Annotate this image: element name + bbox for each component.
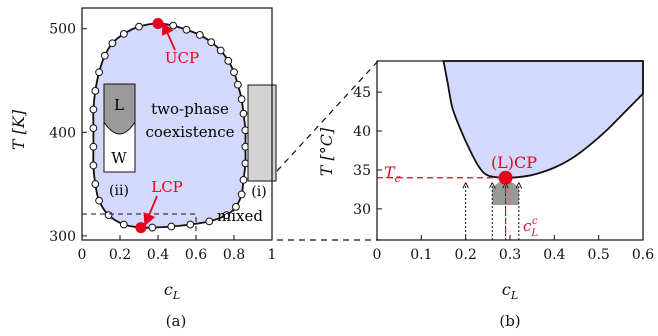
boundary-point bbox=[148, 223, 157, 232]
boundary-point bbox=[239, 109, 248, 118]
panel-a: L W (ii) (i) two-phase coexistence mixed… bbox=[9, 7, 277, 330]
boundary-point bbox=[222, 211, 231, 220]
critical-point-marker bbox=[498, 170, 513, 185]
y-tick-label: 45 bbox=[353, 85, 371, 101]
panel-a-ylabel: T [K] bbox=[9, 109, 28, 150]
mixed-label: mixed bbox=[217, 207, 263, 225]
boundary-point bbox=[167, 222, 176, 231]
boundary-point bbox=[186, 220, 195, 229]
ucp-arrow bbox=[161, 21, 176, 51]
y-tick-label: 500 bbox=[49, 22, 76, 38]
x-tick-label: 0.6 bbox=[632, 247, 654, 263]
coexistence-region-zoom bbox=[442, 60, 644, 179]
panel-b-ylabel: T [°C] bbox=[317, 127, 336, 176]
boundary-point bbox=[95, 68, 103, 77]
boundary-point bbox=[89, 142, 98, 151]
boundary-point bbox=[216, 46, 225, 55]
boundary-point bbox=[89, 124, 98, 133]
x-tick-label: 0.2 bbox=[455, 247, 477, 263]
boundary-point bbox=[95, 196, 103, 205]
boundary-point bbox=[237, 95, 246, 104]
boundary-point bbox=[230, 68, 238, 77]
inset-ii-label: (ii) bbox=[109, 183, 129, 199]
boundary-point bbox=[135, 22, 143, 31]
boundary-point bbox=[237, 190, 246, 199]
y-tick-label: 40 bbox=[353, 124, 371, 140]
boundary-point bbox=[100, 51, 109, 60]
inset-i-label: (i) bbox=[251, 184, 266, 200]
critical-point-label: (L)CP bbox=[491, 153, 537, 172]
y-tick-label: 30 bbox=[353, 202, 371, 218]
region-label-line2: coexistence bbox=[145, 123, 234, 141]
x-tick-label: 0.1 bbox=[410, 247, 432, 263]
x-tick-label: 0 bbox=[373, 247, 382, 263]
tc-label: Tc bbox=[384, 163, 401, 185]
ucp-marker bbox=[152, 18, 164, 30]
ucp-label: UCP bbox=[165, 49, 199, 67]
boundary-point bbox=[119, 220, 128, 229]
y-tick-label: 400 bbox=[49, 125, 76, 141]
phase-L-label: L bbox=[114, 96, 124, 114]
boundary-point bbox=[119, 29, 128, 38]
zoom-box bbox=[81, 213, 197, 241]
zoom-connector-top bbox=[276, 60, 379, 172]
panel-a-xlabel: cL bbox=[164, 280, 180, 302]
boundary-point bbox=[91, 180, 100, 188]
boundary-point bbox=[205, 217, 214, 226]
panel-a-frame bbox=[81, 7, 273, 241]
x-tick-label: 0.3 bbox=[499, 247, 521, 263]
x-tick-label: 0.4 bbox=[543, 247, 565, 263]
panel-b-xlabel: cL bbox=[502, 280, 518, 302]
boundary-point bbox=[108, 39, 117, 48]
x-tick-label: 0.4 bbox=[147, 247, 169, 263]
y-tick-label: 300 bbox=[49, 229, 76, 245]
boundary-point bbox=[233, 80, 242, 89]
clc-label: cLc bbox=[523, 216, 538, 239]
boundary-point bbox=[104, 211, 113, 220]
inset-ii-image: L W bbox=[103, 83, 136, 173]
boundary-markers bbox=[89, 21, 250, 232]
panel-a-caption: (a) bbox=[166, 312, 187, 330]
y-tick-label: 35 bbox=[353, 163, 371, 179]
x-tick-label: 0.6 bbox=[185, 247, 207, 263]
boundary-point bbox=[91, 86, 100, 95]
inset-i-image bbox=[247, 84, 277, 182]
x-tick-label: 0.5 bbox=[588, 247, 610, 263]
phase-W-label: W bbox=[111, 149, 127, 167]
boundary-point bbox=[89, 105, 98, 114]
panel-a-ticks: 0 0.2 0.4 0.6 0.8 1 300 400 500 bbox=[49, 22, 276, 263]
boundary-point bbox=[207, 38, 216, 47]
region-label-line1: two-phase bbox=[151, 100, 229, 118]
boundary-point bbox=[195, 31, 204, 39]
panel-b-caption: (b) bbox=[499, 312, 520, 330]
panel-b: (L)CP Tc cLc 0 0.1 0.2 0.3 0.4 0.5 0.6 30 35 40 45… bbox=[317, 60, 654, 330]
boundary-point bbox=[224, 56, 233, 65]
boundary-point bbox=[232, 202, 240, 211]
boundary-point bbox=[239, 176, 248, 184]
x-tick-label: 0.8 bbox=[223, 247, 245, 263]
x-tick-label: 0.2 bbox=[109, 247, 131, 263]
panel-b-ticks: 0 0.1 0.2 0.3 0.4 0.5 0.6 30 35 40 45 bbox=[353, 85, 654, 263]
boundary-point bbox=[169, 21, 178, 30]
x-tick-label: 1 bbox=[268, 247, 277, 263]
lcp-label: LCP bbox=[151, 178, 183, 196]
x-tick-label: 0 bbox=[78, 247, 87, 263]
boundary-point bbox=[89, 161, 98, 170]
boundary-point bbox=[182, 25, 191, 34]
lcp-arrow bbox=[143, 195, 158, 227]
